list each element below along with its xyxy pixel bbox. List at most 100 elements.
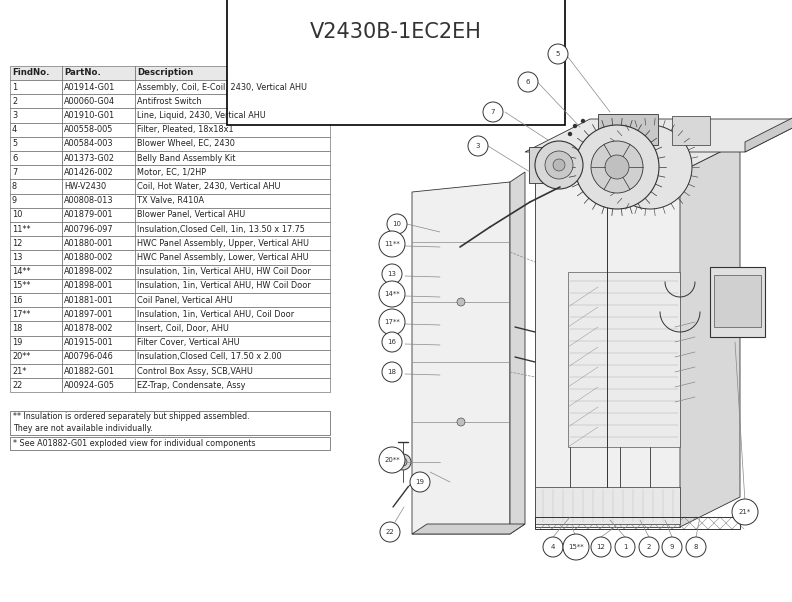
Circle shape <box>591 141 643 193</box>
Text: 6: 6 <box>526 79 531 85</box>
Circle shape <box>615 537 635 557</box>
Bar <box>714 275 761 327</box>
Text: 18: 18 <box>387 369 397 375</box>
Text: A01880-001: A01880-001 <box>64 239 113 248</box>
Circle shape <box>379 309 405 335</box>
Bar <box>10 194 62 208</box>
Bar <box>62 364 135 378</box>
Polygon shape <box>535 172 680 527</box>
Circle shape <box>548 44 568 64</box>
Bar <box>135 321 330 335</box>
Bar <box>62 321 135 335</box>
Text: 15**: 15** <box>12 281 30 290</box>
Text: 17**: 17** <box>384 319 400 325</box>
Circle shape <box>468 136 488 156</box>
Text: Antifrost Switch: Antifrost Switch <box>137 97 202 106</box>
Bar <box>62 307 135 321</box>
Text: 2: 2 <box>12 97 17 106</box>
Text: A01897-001: A01897-001 <box>64 310 113 319</box>
Circle shape <box>563 534 589 560</box>
Bar <box>62 94 135 108</box>
Text: 3: 3 <box>476 143 480 149</box>
Circle shape <box>379 281 405 307</box>
Text: FindNo.: FindNo. <box>12 69 49 78</box>
Text: Assembly, Coil, E-Coil, 2430, Vertical AHU: Assembly, Coil, E-Coil, 2430, Vertical A… <box>137 82 307 92</box>
Text: 15**: 15** <box>568 544 584 550</box>
Bar <box>710 267 765 337</box>
Circle shape <box>543 537 563 557</box>
Text: Filter Cover, Vertical AHU: Filter Cover, Vertical AHU <box>137 338 240 347</box>
Bar <box>135 307 330 321</box>
Text: A00060-G04: A00060-G04 <box>64 97 115 106</box>
Bar <box>10 411 330 435</box>
Text: 9: 9 <box>670 544 674 550</box>
Text: 12: 12 <box>596 544 605 550</box>
Text: 5: 5 <box>12 140 17 149</box>
Text: Motor, EC, 1/2HP: Motor, EC, 1/2HP <box>137 168 206 177</box>
Bar <box>62 236 135 250</box>
Bar <box>135 279 330 293</box>
Bar <box>135 250 330 265</box>
Text: 7: 7 <box>12 168 17 177</box>
Text: 9: 9 <box>12 196 17 205</box>
Circle shape <box>379 447 405 473</box>
Text: HWC Panel Assembly, Lower, Vertical AHU: HWC Panel Assembly, Lower, Vertical AHU <box>137 253 309 262</box>
Polygon shape <box>525 119 792 152</box>
Circle shape <box>608 125 692 209</box>
Text: A01881-001: A01881-001 <box>64 296 114 305</box>
Text: 20**: 20** <box>12 352 30 361</box>
Text: 22: 22 <box>12 381 22 390</box>
Bar <box>10 222 62 236</box>
Text: 12: 12 <box>12 239 22 248</box>
Text: 1: 1 <box>623 544 627 550</box>
Bar <box>62 378 135 393</box>
Bar <box>10 123 62 137</box>
Text: Blower Wheel, EC, 2430: Blower Wheel, EC, 2430 <box>137 140 235 149</box>
Bar <box>135 66 330 80</box>
Circle shape <box>379 231 405 257</box>
Text: Insulation, 1in, Vertical AHU, Coil Door: Insulation, 1in, Vertical AHU, Coil Door <box>137 310 294 319</box>
Bar <box>135 364 330 378</box>
Text: V2430B-1EC2EH: V2430B-1EC2EH <box>310 22 482 42</box>
Bar <box>135 378 330 393</box>
Bar <box>62 66 135 80</box>
Bar <box>62 123 135 137</box>
Text: 2: 2 <box>647 544 651 550</box>
Text: 8: 8 <box>12 182 17 191</box>
Polygon shape <box>745 109 792 152</box>
Circle shape <box>545 151 573 179</box>
Circle shape <box>573 125 577 128</box>
Text: EZ-Trap, Condensate, Assy: EZ-Trap, Condensate, Assy <box>137 381 246 390</box>
Text: 19: 19 <box>416 479 425 485</box>
Bar <box>135 350 330 364</box>
Text: 1: 1 <box>12 82 17 92</box>
Bar <box>62 265 135 279</box>
Circle shape <box>569 132 572 135</box>
Text: Insulation, 1in, Vertical AHU, HW Coil Door: Insulation, 1in, Vertical AHU, HW Coil D… <box>137 281 310 290</box>
Text: Coil Panel, Vertical AHU: Coil Panel, Vertical AHU <box>137 296 233 305</box>
Text: 10: 10 <box>393 221 402 227</box>
Text: 4: 4 <box>12 125 17 134</box>
Bar <box>10 137 62 151</box>
Text: A01914-G01: A01914-G01 <box>64 82 116 92</box>
Bar <box>135 179 330 194</box>
Bar <box>62 222 135 236</box>
Text: A00924-G05: A00924-G05 <box>64 381 115 390</box>
Circle shape <box>639 537 659 557</box>
Text: A01373-G02: A01373-G02 <box>64 154 115 163</box>
Bar <box>535 517 740 529</box>
Text: 21*: 21* <box>739 509 751 515</box>
Bar <box>135 137 330 151</box>
Circle shape <box>457 298 465 306</box>
Text: PartNo.: PartNo. <box>64 69 101 78</box>
Text: 13: 13 <box>387 271 397 277</box>
Bar <box>135 165 330 179</box>
Circle shape <box>395 454 411 470</box>
Text: A00796-097: A00796-097 <box>64 225 113 234</box>
Bar <box>10 208 62 222</box>
Bar <box>529 147 559 183</box>
Text: Control Box Assy, SCB,VAHU: Control Box Assy, SCB,VAHU <box>137 367 253 376</box>
Polygon shape <box>510 172 525 534</box>
Text: * See A01882-G01 exploded view for individual components: * See A01882-G01 exploded view for indiv… <box>13 439 256 448</box>
Bar <box>10 94 62 108</box>
